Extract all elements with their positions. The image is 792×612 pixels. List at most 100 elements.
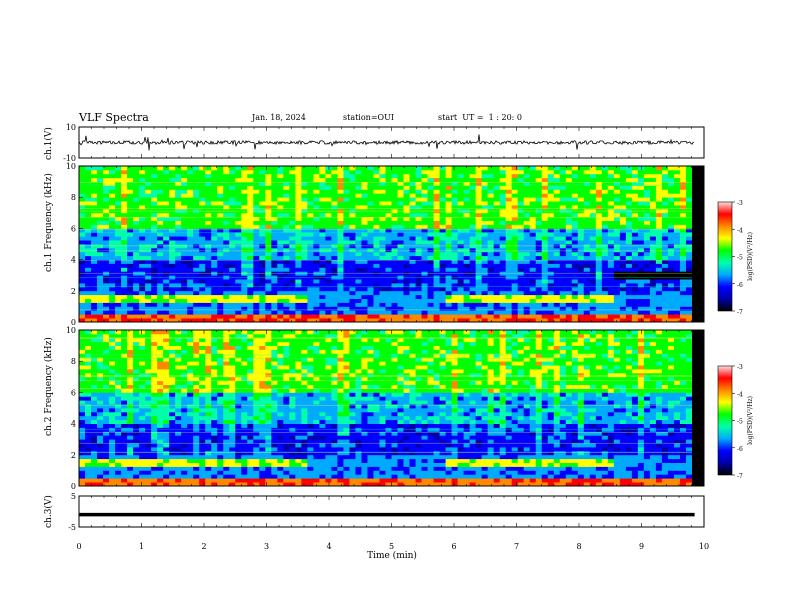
spectrogram-cell (139, 404, 146, 409)
spectrogram-cell (445, 185, 452, 190)
spectrogram-cell (685, 193, 693, 198)
spectrogram-cell (355, 279, 362, 284)
spectrogram-cell (343, 314, 350, 319)
spectrogram-cell (181, 408, 188, 413)
spectrogram-cell (637, 283, 645, 288)
spectrogram-cell (511, 310, 519, 315)
spectrogram-cell (247, 263, 254, 268)
spectrogram-cell (625, 197, 633, 202)
spectrogram-cell (277, 166, 284, 171)
spectrogram-cell (319, 205, 326, 210)
spectrogram-cell (79, 267, 86, 272)
spectrogram-cell (673, 302, 681, 307)
spectrogram-cell (145, 330, 152, 335)
spectrogram-cell (535, 216, 543, 221)
spectrogram-cell (499, 302, 507, 307)
spectrogram-cell (85, 259, 92, 264)
spectrogram-cell (235, 259, 242, 264)
spectrogram-cell (523, 232, 531, 237)
spectrogram-cell (175, 396, 182, 401)
spectrogram-cell (217, 173, 224, 179)
spectrogram-cell (289, 255, 296, 260)
spectrogram-cell (361, 173, 368, 179)
spectrogram-cell (379, 166, 386, 171)
spectrogram-cell (301, 216, 308, 221)
spectrogram-cell (631, 306, 639, 311)
spectrogram-cell (151, 279, 158, 284)
spectrogram-cell (625, 166, 633, 171)
spectrogram-cell (121, 404, 128, 409)
spectrogram-cell (163, 447, 170, 452)
spectrogram-cell (463, 302, 471, 307)
spectrogram-cell (259, 267, 266, 272)
spectrogram-cell (115, 427, 122, 432)
spectrogram-cell (595, 283, 603, 288)
spectrogram-cell (163, 341, 170, 346)
spectrogram-cell (145, 466, 152, 471)
spectrogram-cell (85, 236, 92, 241)
spectrogram-cell (139, 185, 146, 190)
spectrogram-cell (109, 447, 116, 452)
spectrogram-cell (277, 220, 284, 225)
spectrogram-cell (325, 318, 332, 323)
spectrogram-cell (517, 193, 525, 198)
spectrogram-cell (583, 197, 591, 202)
spectrogram-cell (163, 201, 170, 206)
spectrogram-cell (247, 189, 254, 194)
spectrogram-cell (337, 306, 344, 311)
spectrogram-cell (205, 294, 212, 299)
spectrogram-cell (331, 255, 338, 260)
spectrogram-cell (649, 185, 657, 190)
spectrogram-cell (175, 341, 182, 346)
spectrogram-cell (103, 197, 110, 202)
spectrogram-cell (631, 279, 639, 284)
spectrogram-cell (577, 228, 585, 233)
spectrogram-cell (595, 255, 603, 260)
spectrogram-cell (637, 263, 645, 268)
spectrogram-cell (277, 302, 284, 307)
spectrogram-cell (517, 185, 525, 190)
spectrogram-cell (445, 189, 452, 194)
spectrogram-cell (169, 283, 176, 288)
spectrogram-cell (157, 166, 164, 171)
spectrogram-cell (535, 193, 543, 198)
spectrogram-cell (607, 197, 615, 202)
spectrogram-cell (115, 286, 122, 292)
spectrogram-cell (559, 294, 567, 299)
spectrogram-cell (493, 298, 501, 303)
spectrogram-cell (253, 251, 260, 257)
spectrogram-cell (613, 169, 621, 175)
spectrogram-cell (103, 298, 110, 303)
spectrogram-cell (583, 166, 591, 171)
spectrogram-cell (79, 454, 86, 460)
spectrogram-cell (667, 302, 675, 307)
spectrogram-cell (187, 197, 194, 202)
spectrogram-cell (139, 462, 146, 467)
spectrogram-cell (133, 275, 140, 280)
spectrogram-cell (79, 478, 86, 483)
spectrogram-cell (613, 306, 621, 311)
spectrogram-cell (109, 224, 116, 229)
spectrogram-cell (685, 177, 693, 182)
spectrogram-cell (205, 197, 212, 202)
spectrogram-cell (499, 169, 507, 175)
spectrogram-cell (331, 302, 338, 307)
spectrogram-cell (199, 314, 206, 319)
spectrogram-cell (667, 232, 675, 237)
spectrogram-cell (613, 228, 621, 233)
spectrogram-cell (589, 275, 597, 280)
spectrogram-cell (577, 216, 585, 221)
spectrogram-cell (571, 286, 579, 292)
spectrogram-cell (463, 259, 471, 264)
spectrogram-cell (79, 263, 86, 268)
spectrogram-cell (397, 298, 404, 303)
spectrogram-cell (277, 197, 284, 202)
spectrogram-cell (421, 220, 428, 225)
spectrogram-cell (571, 189, 579, 194)
spectrogram-cell (85, 400, 92, 405)
spectrogram-cell (151, 330, 158, 335)
spectrogram-cell (673, 177, 681, 182)
spectrogram-cell (307, 169, 314, 175)
spectrogram-cell (571, 228, 579, 233)
spectrogram-cell (319, 228, 326, 233)
